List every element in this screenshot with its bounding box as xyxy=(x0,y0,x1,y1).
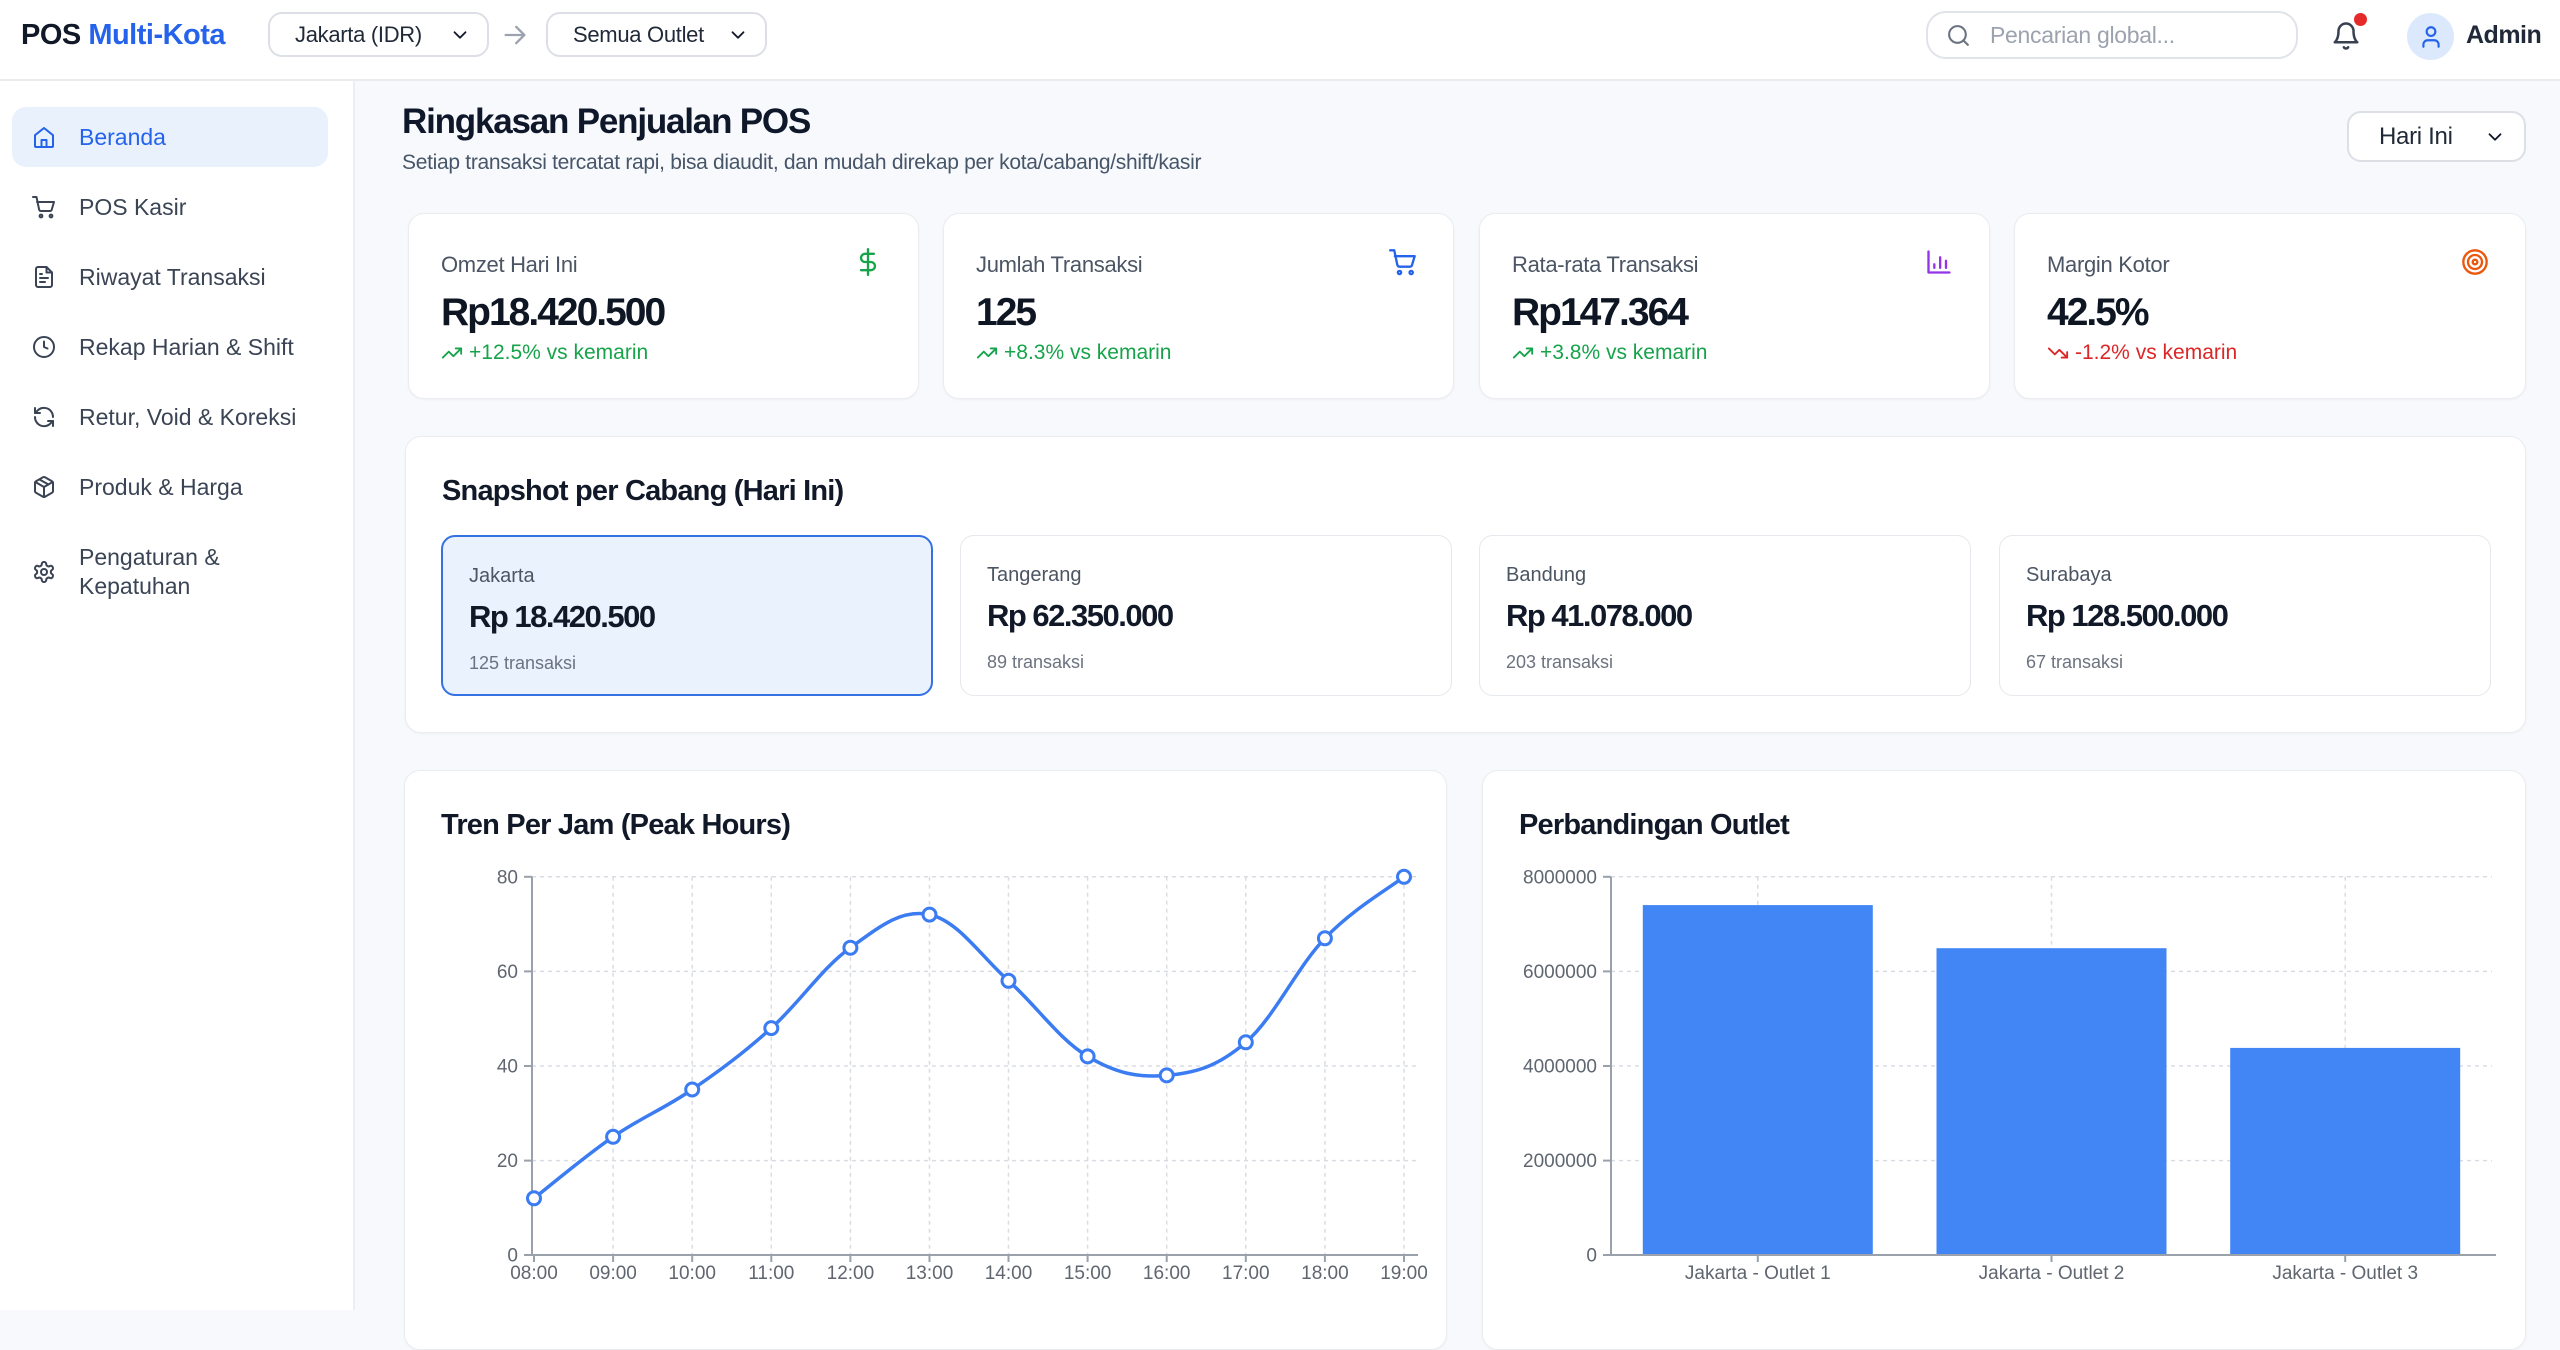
svg-text:6000000: 6000000 xyxy=(1523,962,1597,983)
svg-text:12:00: 12:00 xyxy=(827,1263,875,1284)
svg-text:Jakarta - Outlet 2: Jakarta - Outlet 2 xyxy=(1979,1263,2125,1284)
svg-text:0: 0 xyxy=(507,1246,518,1267)
svg-text:19:00: 19:00 xyxy=(1380,1263,1428,1284)
svg-text:0: 0 xyxy=(1586,1246,1597,1267)
svg-text:40: 40 xyxy=(497,1057,518,1078)
svg-text:13:00: 13:00 xyxy=(906,1263,954,1284)
svg-text:Jakarta - Outlet 1: Jakarta - Outlet 1 xyxy=(1685,1263,1831,1284)
svg-text:20: 20 xyxy=(497,1151,518,1172)
svg-text:09:00: 09:00 xyxy=(589,1263,637,1284)
svg-text:Jakarta - Outlet 3: Jakarta - Outlet 3 xyxy=(2272,1263,2418,1284)
svg-text:08:00: 08:00 xyxy=(510,1263,558,1284)
svg-text:10:00: 10:00 xyxy=(668,1263,716,1284)
svg-text:14:00: 14:00 xyxy=(985,1263,1033,1284)
svg-text:17:00: 17:00 xyxy=(1222,1263,1270,1284)
svg-text:18:00: 18:00 xyxy=(1301,1263,1349,1284)
svg-text:15:00: 15:00 xyxy=(1064,1263,1112,1284)
svg-text:8000000: 8000000 xyxy=(1523,867,1597,888)
svg-text:16:00: 16:00 xyxy=(1143,1263,1191,1284)
svg-text:11:00: 11:00 xyxy=(748,1263,794,1284)
svg-text:60: 60 xyxy=(497,962,518,983)
svg-text:80: 80 xyxy=(497,867,518,888)
svg-text:4000000: 4000000 xyxy=(1523,1057,1597,1078)
svg-text:2000000: 2000000 xyxy=(1523,1151,1597,1172)
